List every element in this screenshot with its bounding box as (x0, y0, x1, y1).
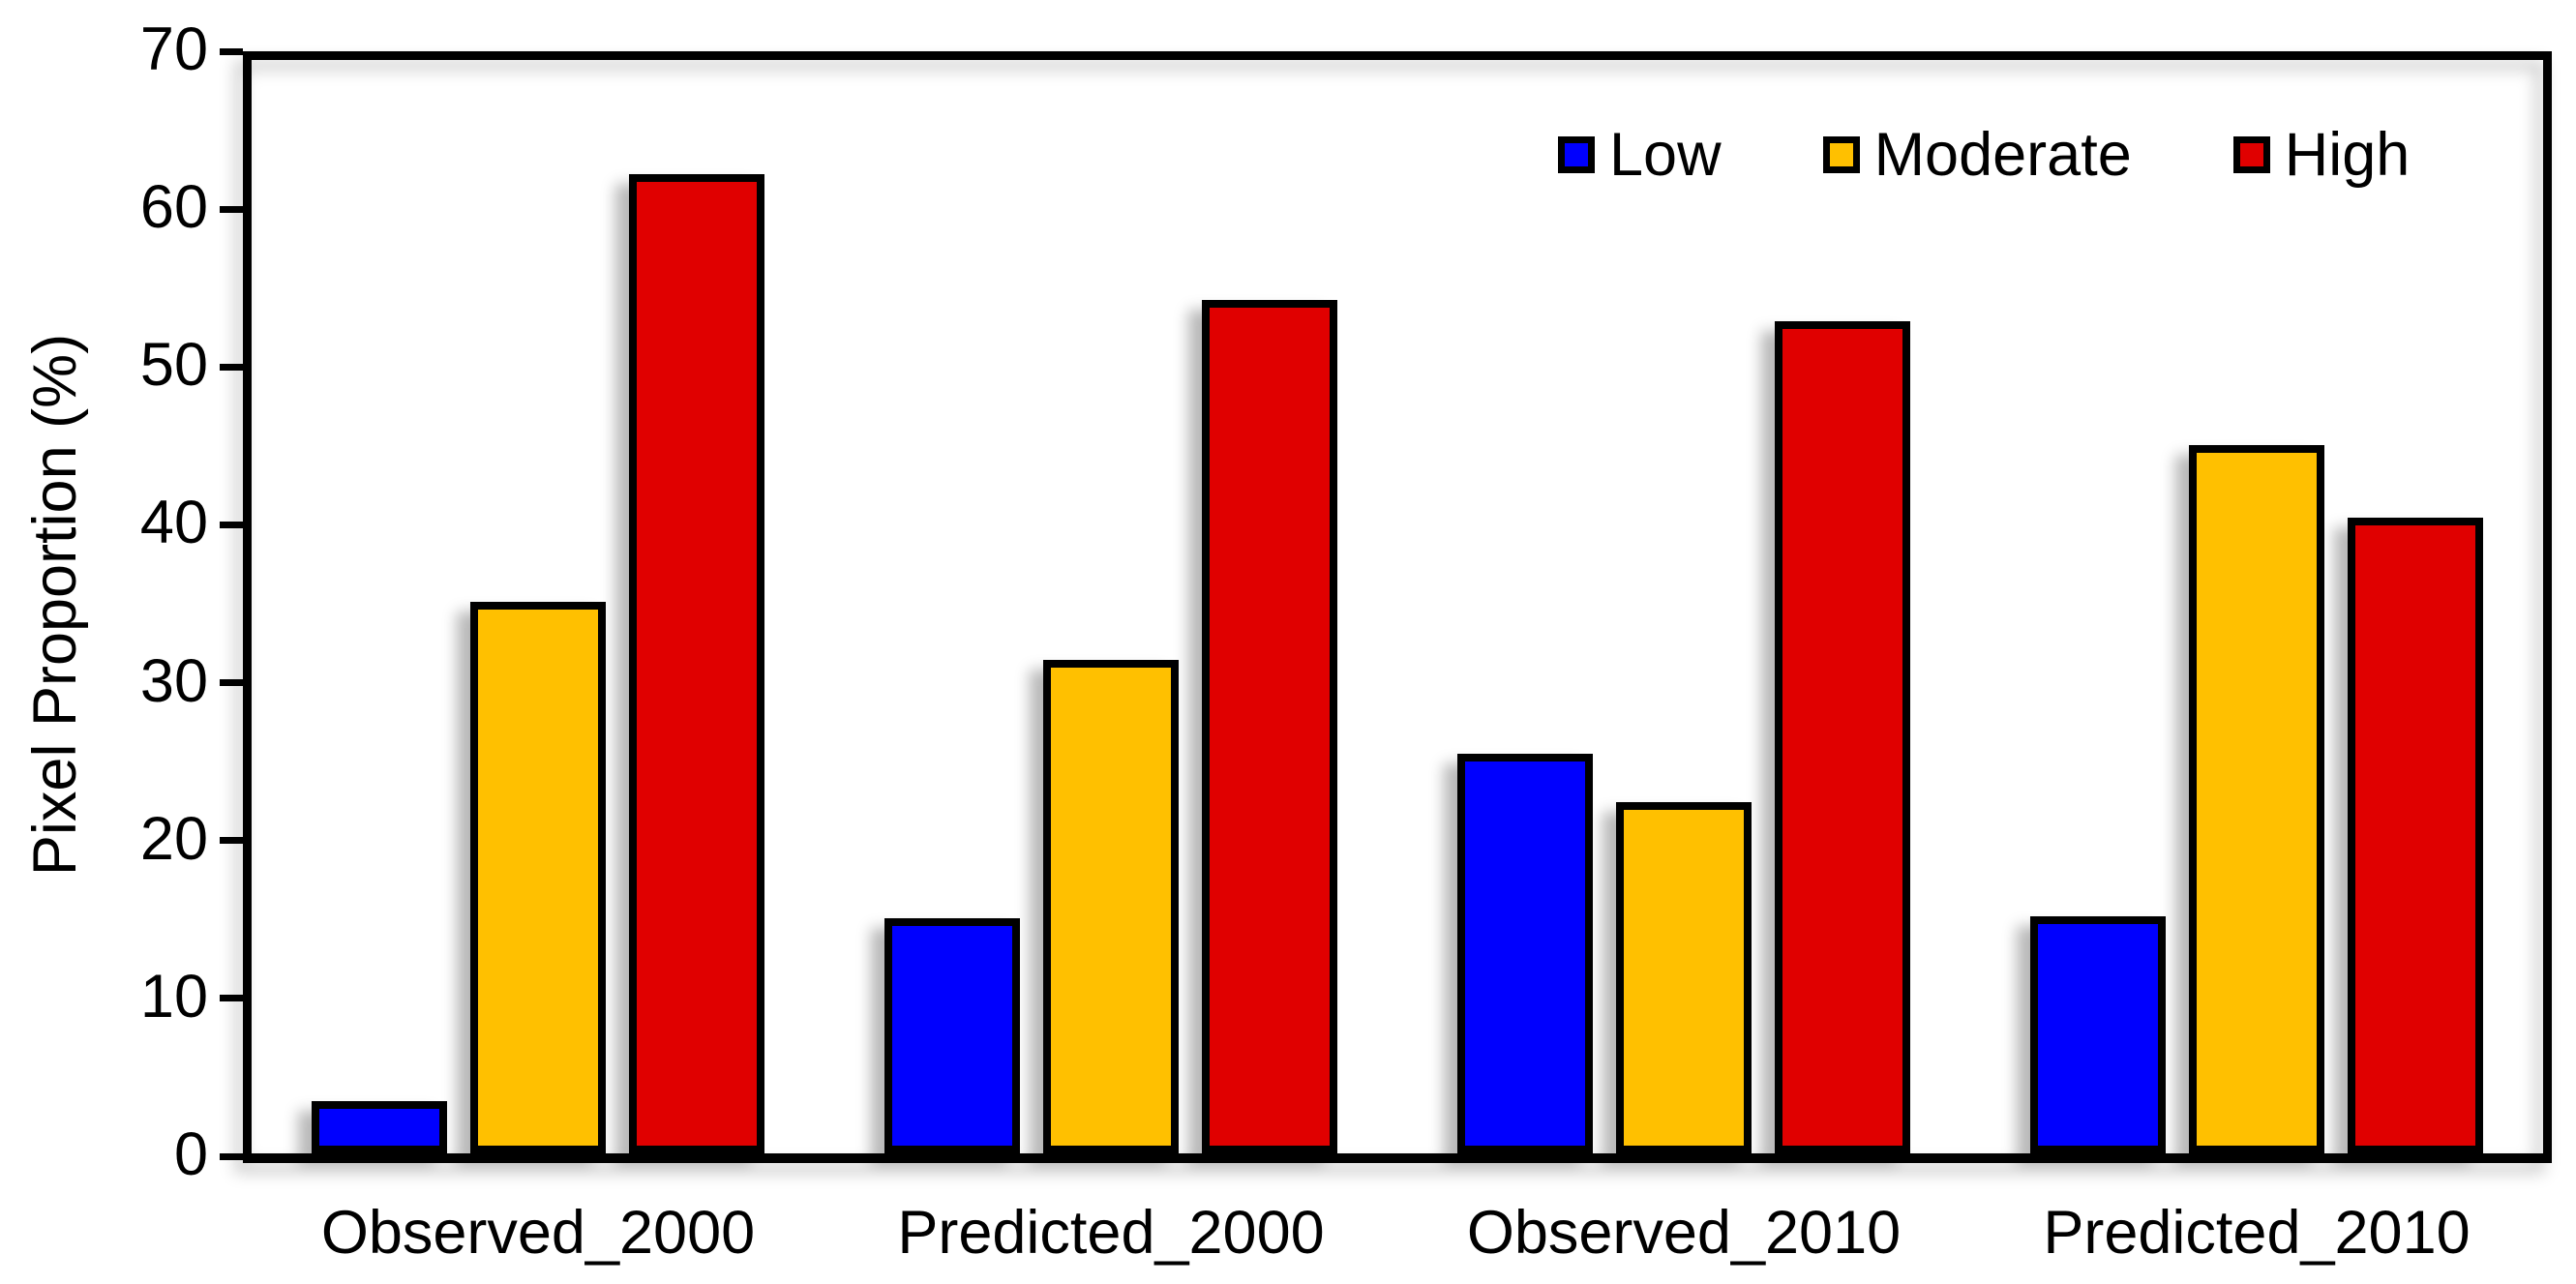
bar-high-predicted_2010 (2348, 518, 2483, 1153)
bar-high-predicted_2000 (1202, 299, 1337, 1153)
bar-high-observed_2010 (1775, 321, 1910, 1153)
bar-moderate-predicted_2000 (1043, 660, 1179, 1153)
y-tick-label-30: 30 (139, 646, 208, 715)
legend-label-high: High (2284, 120, 2411, 189)
y-tick-label-0: 0 (173, 1120, 208, 1189)
x-label-observed_2010: Observed_2010 (1466, 1199, 1902, 1267)
x-label-predicted_2010: Predicted_2010 (2043, 1199, 2471, 1267)
y-tick-label-40: 40 (139, 489, 208, 557)
bar-moderate-predicted_2010 (2189, 444, 2324, 1153)
bar-moderate-observed_2010 (1616, 802, 1752, 1153)
bars-layer (252, 46, 2543, 1153)
bar-group-predicted_2010 (1970, 46, 2543, 1153)
x-axis-labels: Observed_2000 Predicted_2000 Observed_2010… (252, 1198, 2543, 1268)
y-tick-mark-50 (220, 363, 243, 371)
bar-group-observed_2010 (1397, 46, 1970, 1153)
legend: Low Moderate High (1558, 120, 2410, 190)
y-tick-label-70: 70 (139, 15, 208, 84)
y-tick-label-20: 20 (139, 804, 208, 873)
y-axis-title: Pixel Proportion (%) (21, 333, 89, 877)
bar-low-predicted_2010 (2030, 915, 2166, 1153)
bar-group-observed_2000 (252, 46, 824, 1153)
y-tick-mark-70 (220, 47, 243, 55)
y-tick-mark-0 (220, 1152, 243, 1160)
bar-moderate-observed_2000 (470, 601, 606, 1153)
bar-low-observed_2010 (1457, 753, 1593, 1153)
y-tick-mark-30 (220, 679, 243, 687)
y-tick-mark-40 (220, 521, 243, 528)
y-tick-label-10: 10 (139, 963, 208, 1031)
legend-label-moderate: Moderate (1873, 120, 2132, 189)
y-tick-mark-10 (220, 995, 243, 1002)
x-label-observed_2000: Observed_2000 (320, 1199, 756, 1267)
bar-low-observed_2000 (312, 1101, 447, 1153)
bar-high-observed_2000 (629, 174, 764, 1153)
bar-low-predicted_2000 (884, 917, 1020, 1153)
legend-swatch-moderate (1822, 136, 1860, 173)
y-tick-mark-60 (220, 205, 243, 213)
bar-group-predicted_2000 (824, 46, 1397, 1153)
legend-swatch-high (2232, 136, 2270, 173)
y-tick-mark-20 (220, 837, 243, 845)
y-tick-label-50: 50 (139, 331, 208, 400)
legend-item-high: High (2232, 120, 2411, 189)
x-label-predicted_2000: Predicted_2000 (897, 1199, 1325, 1267)
legend-item-low: Low (1558, 120, 1722, 189)
legend-item-moderate: Moderate (1822, 120, 2132, 189)
y-tick-label-60: 60 (139, 173, 208, 242)
legend-swatch-low (1558, 136, 1595, 173)
legend-label-low: Low (1609, 120, 1722, 189)
